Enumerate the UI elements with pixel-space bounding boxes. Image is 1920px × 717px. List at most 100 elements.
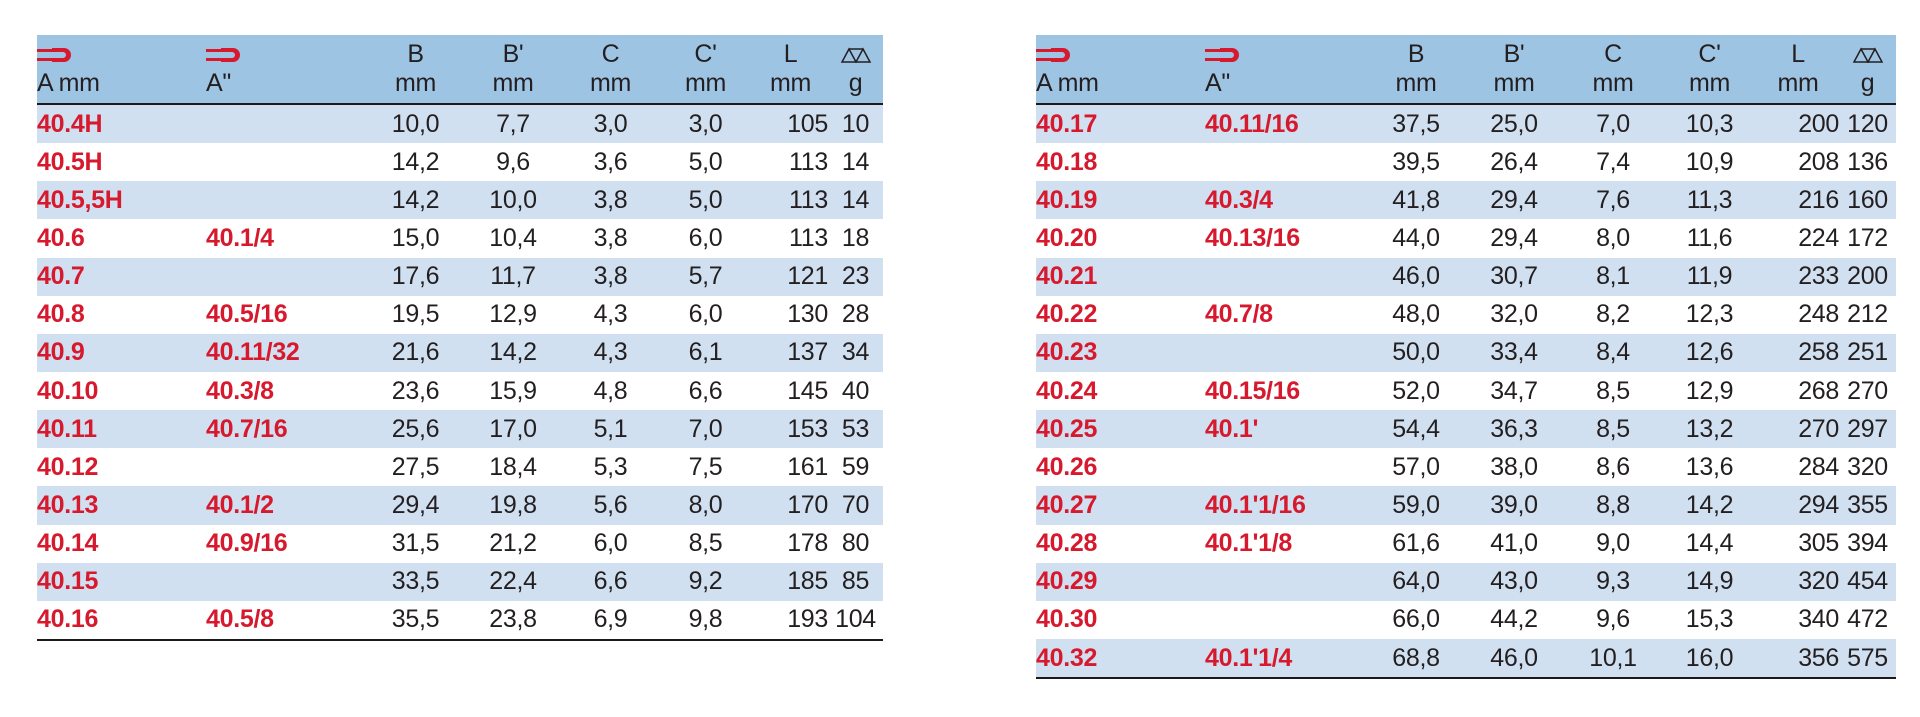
b-cell: 27,5: [391, 452, 440, 481]
weight-cell: 34: [828, 333, 883, 372]
a-mm-cell: 40.18: [1036, 147, 1098, 176]
l-cell: 284: [1798, 452, 1839, 481]
c-prime-cell: 9,8: [658, 600, 753, 641]
c-prime-cell: 8,0: [658, 486, 753, 525]
table-row: 40.19 40.3/4 41,8 29,4 7,6 11,3 216 160: [1036, 181, 1896, 220]
b-cell: 25,6: [368, 410, 463, 449]
c-prime-cell: 11,6: [1686, 223, 1733, 252]
c-cell: 7,4: [1596, 147, 1630, 176]
unit-mm: mm: [563, 69, 658, 105]
a-inch-cell: [206, 257, 368, 296]
a-inch-cell: 40.13/16: [1205, 223, 1300, 252]
b-cell: 61,6: [1392, 529, 1440, 558]
a-inch-cell: [1205, 601, 1368, 639]
a-inch-label: A": [206, 69, 368, 105]
weight-cell: 297: [1839, 410, 1896, 449]
a-inch-cell: 40.15/16: [1205, 376, 1300, 405]
weight-cell: 472: [1847, 605, 1888, 634]
col-b-prime-header: B': [1464, 35, 1564, 69]
b-cell: 10,0: [368, 104, 463, 144]
table-row: 40.22 40.7/8 48,0 32,0 8,2 12,3 248 212: [1036, 296, 1896, 334]
a-mm-header: [37, 35, 206, 69]
b-prime-cell: 15,9: [489, 376, 537, 405]
a-mm-cell: 40.21: [1036, 257, 1205, 296]
a-inch-header: [1205, 35, 1368, 69]
unit-mm: mm: [1368, 69, 1464, 105]
table-row: 40.25 40.1' 54,4 36,3 8,5 13,2 270 297: [1036, 410, 1896, 449]
table-row: 40.12 27,5 18,4 5,3 7,5 161 59: [37, 448, 883, 486]
l-cell: 268: [1798, 376, 1839, 405]
table-row: 40.9 40.11/32 21,6 14,2 4,3 6,1 137 34: [37, 333, 883, 372]
table-row: 40.29 64,0 43,0 9,3 14,9 320 454: [1036, 562, 1896, 601]
c-prime-cell: 16,0: [1662, 638, 1757, 680]
b-cell: 68,8: [1368, 638, 1464, 680]
a-mm-cell: 40.24: [1036, 376, 1098, 405]
a-inch-cell: 40.5/8: [206, 600, 368, 641]
col-b-header: B: [368, 35, 463, 69]
l-cell: 145: [787, 376, 828, 405]
c-prime-cell: 15,3: [1685, 605, 1734, 634]
b-prime-cell: 18,4: [489, 452, 537, 481]
col-l-header: L: [1757, 35, 1839, 69]
b-cell: 64,0: [1368, 562, 1464, 601]
a-inch-cell: [1205, 143, 1368, 181]
spec-rows-right: 40.17 40.11/16 37,5 25,0 7,0 10,3 200 120 40.18 3…: [1036, 104, 1896, 680]
b-cell: 52,0: [1392, 376, 1440, 405]
weight-cell: 575: [1839, 638, 1896, 680]
unit-g: g: [828, 69, 883, 105]
c-prime-cell: 6,1: [658, 333, 753, 372]
wrench-size-icon: [1036, 48, 1070, 63]
a-mm-cell: 40.22: [1036, 300, 1098, 329]
c-cell: 5,3: [593, 452, 628, 481]
l-cell: 130: [787, 300, 828, 329]
b-cell: 59,0: [1368, 486, 1464, 525]
weight-cell: 355: [1839, 486, 1896, 525]
table-row: 40.16 40.5/8 35,5 23,8 6,9 9,8 193 104: [37, 600, 883, 641]
weight-cell: 70: [828, 486, 883, 525]
c-prime-cell: 6,6: [688, 376, 723, 405]
b-cell: 14,2: [391, 147, 440, 176]
a-mm-cell: 40.25: [1036, 410, 1205, 449]
a-mm-cell: 40.4H: [37, 104, 206, 144]
weight-cell: 85: [828, 562, 883, 601]
c-prime-cell: 11,3: [1662, 181, 1757, 220]
table-row: 40.20 40.13/16 44,0 29,4 8,0 11,6 224 172: [1036, 219, 1896, 257]
a-mm-cell: 40.8: [37, 300, 85, 329]
c-cell: 3,0: [563, 104, 658, 144]
table-row: 40.26 57,0 38,0 8,6 13,6 284 320: [1036, 448, 1896, 486]
weight-cell: 53: [828, 410, 883, 449]
weight-cell: 172: [1847, 223, 1888, 252]
weight-cell: 104: [828, 600, 883, 641]
l-cell: 137: [753, 333, 828, 372]
b-cell: 41,8: [1368, 181, 1464, 220]
a-inch-cell: 40.9/16: [206, 529, 288, 558]
l-cell: 233: [1757, 257, 1839, 296]
l-cell: 258: [1757, 333, 1839, 372]
b-cell: 31,5: [391, 529, 440, 558]
b-cell: 37,5: [1368, 104, 1464, 144]
weight-header: [828, 35, 883, 69]
c-prime-cell: 8,5: [688, 529, 723, 558]
a-mm-cell: 40.27: [1036, 486, 1205, 525]
b-cell: 14,2: [368, 181, 463, 220]
c-prime-cell: 14,2: [1662, 486, 1757, 525]
a-mm-cell: 40.5H: [37, 147, 103, 176]
a-inch-cell: [1205, 448, 1368, 486]
b-cell: 21,6: [368, 333, 463, 372]
b-prime-cell: 30,7: [1464, 257, 1564, 296]
unit-mm: mm: [1662, 69, 1757, 105]
table-row: 40.14 40.9/16 31,5 21,2 6,0 8,5 178 80: [37, 525, 883, 563]
weight-cell: 28: [841, 300, 870, 329]
a-mm-cell: 40.20: [1036, 223, 1098, 252]
a-inch-cell: [1205, 257, 1368, 296]
col-c-prime-header: C': [1662, 35, 1757, 69]
col-b-header: B: [1368, 35, 1464, 69]
a-mm-cell: 40.23: [1036, 333, 1205, 372]
c-cell: 6,6: [563, 562, 658, 601]
b-prime-cell: 38,0: [1490, 452, 1538, 481]
b-cell: 48,0: [1392, 300, 1440, 329]
weight-header: [1839, 35, 1896, 69]
weight-cell: 14: [828, 181, 883, 220]
spec-table-left: B B' C C' L A mm A" mm mm mm: [37, 35, 883, 641]
b-cell: 19,5: [391, 300, 440, 329]
